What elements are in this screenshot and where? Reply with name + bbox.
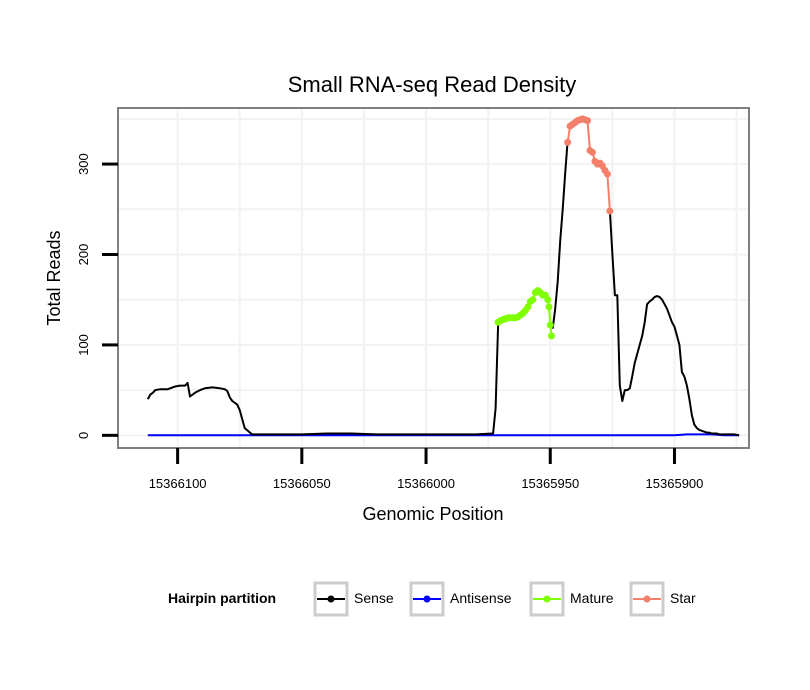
legend-item-mature: Mature: [529, 581, 614, 617]
legend-label: Mature: [570, 590, 614, 606]
x-tick-label: 15366100: [149, 476, 207, 491]
data-point-mature: [529, 296, 537, 304]
data-point-mature: [548, 332, 556, 340]
series-line-sense: [608, 211, 740, 437]
data-point-mature: [546, 321, 554, 329]
data-point-star: [606, 207, 614, 215]
legend-key-point: [643, 595, 651, 603]
series-line-sense: [146, 324, 500, 436]
y-tick-label: 0: [76, 432, 91, 439]
legend-item-star: Star: [629, 581, 696, 617]
data-point-mature: [524, 303, 532, 311]
x-tick-label: 15365900: [646, 476, 704, 491]
legend-title: Hairpin partition: [168, 590, 276, 606]
legend-key-point: [423, 595, 431, 603]
series-layer: [146, 115, 740, 437]
chart-title: Small RNA-seq Read Density: [288, 72, 577, 97]
y-axis: 0 100 200 300: [76, 153, 118, 439]
legend-label: Star: [670, 590, 696, 606]
legend-label: Antisense: [450, 590, 512, 606]
y-axis-label: Total Reads: [44, 230, 64, 325]
panel-border: [117, 107, 750, 449]
y-tick-label: 300: [76, 153, 91, 175]
data-point-mature: [545, 303, 553, 311]
legend-label: Sense: [354, 590, 394, 606]
grid-lines: [118, 108, 749, 448]
y-tick-label: 200: [76, 244, 91, 266]
x-axis: 15366100 15366050 15366000 15365950 15365900: [149, 448, 704, 491]
legend-key-point: [327, 595, 335, 603]
data-point-star: [564, 138, 572, 146]
legend-key-point: [543, 595, 551, 603]
x-tick-label: 15366000: [397, 476, 455, 491]
legend-item-sense: Sense: [313, 581, 394, 617]
data-point-star: [588, 148, 596, 156]
data-point-star: [584, 117, 592, 125]
legend: Hairpin partition Sense Antisense Mature St…: [168, 581, 696, 617]
legend-item-antisense: Antisense: [409, 581, 512, 617]
legend-keys: Sense Antisense Mature Star: [313, 581, 696, 617]
x-tick-label: 15366050: [273, 476, 331, 491]
x-tick-label: 15365950: [521, 476, 579, 491]
data-point-mature: [544, 296, 552, 304]
y-tick-label: 100: [76, 334, 91, 356]
data-point-star: [603, 170, 611, 178]
x-axis-label: Genomic Position: [362, 504, 503, 524]
series-line-sense: [551, 141, 569, 329]
